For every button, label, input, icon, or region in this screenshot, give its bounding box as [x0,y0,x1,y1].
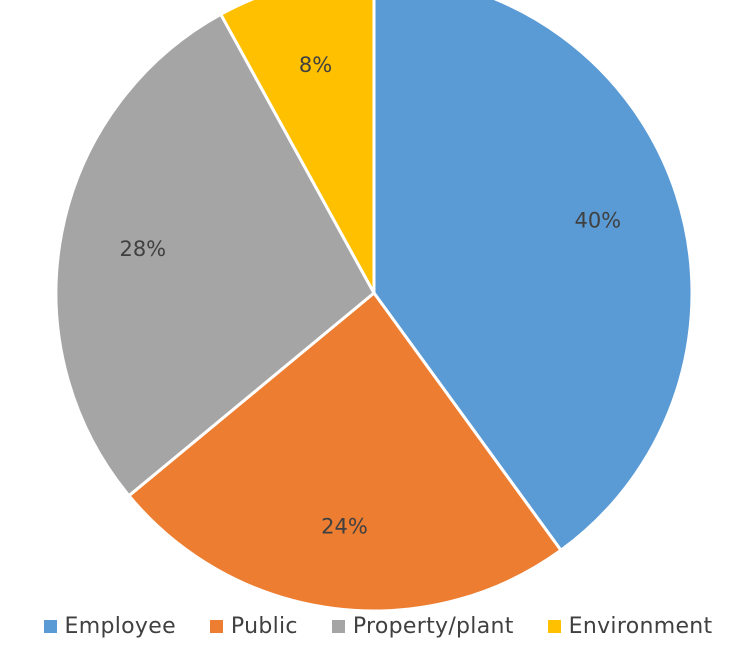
pie-slices [54,0,694,613]
data-label-environment: 8% [299,53,332,77]
legend-label-property-plant: Property/plant [352,613,514,639]
legend-label-employee: Employee [64,613,176,639]
legend-label-environment: Environment [568,613,713,639]
data-label-property-plant: 28% [119,237,166,261]
legend-item-employee: Employee [43,613,176,639]
data-label-public: 24% [321,515,368,539]
pie-slice-property-plant [54,12,376,498]
legend-label-public: Public [230,613,298,639]
pie-data-labels: 40% 24% 28% 8% [119,53,621,538]
pie-slice-environment [219,0,376,295]
legend-item-property-plant: Property/plant [331,613,514,639]
pie-slice-employee [372,0,694,552]
legend-swatch-property-plant [331,619,345,633]
pie-slice-public [127,291,563,613]
legend-item-public: Public [209,613,298,639]
legend-swatch-environment [547,619,561,633]
legend-swatch-employee [43,619,57,633]
data-label-employee: 40% [574,208,621,232]
chart-legend: Employee Public Property/plant Environment [0,606,756,646]
legend-item-environment: Environment [547,613,713,639]
legend-swatch-public [209,619,223,633]
